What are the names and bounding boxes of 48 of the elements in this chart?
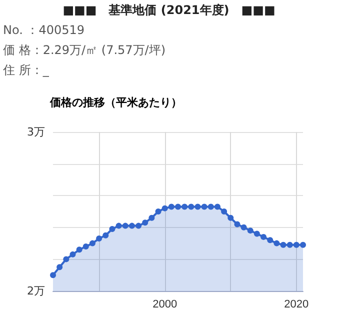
point bbox=[188, 204, 194, 210]
point bbox=[168, 204, 174, 210]
point bbox=[208, 204, 214, 210]
point bbox=[274, 240, 280, 246]
point bbox=[267, 237, 274, 244]
text: 住 所：_ bbox=[3, 62, 50, 79]
point bbox=[82, 243, 89, 250]
point bbox=[182, 204, 188, 210]
point bbox=[286, 242, 293, 248]
point bbox=[70, 251, 76, 258]
x-tick-label: 2020 bbox=[284, 298, 309, 310]
point bbox=[122, 222, 128, 229]
point bbox=[102, 232, 109, 238]
point bbox=[63, 256, 70, 262]
point bbox=[162, 205, 168, 212]
point bbox=[116, 222, 122, 229]
point bbox=[148, 214, 155, 221]
point bbox=[247, 228, 254, 234]
chart-subtitle: 価格の推移（平米あたり） bbox=[49, 96, 182, 109]
point bbox=[201, 204, 208, 210]
point bbox=[260, 234, 267, 240]
point bbox=[214, 204, 220, 210]
y-tick-label: 2万 bbox=[27, 284, 45, 298]
point bbox=[293, 242, 300, 248]
point bbox=[142, 220, 148, 226]
text: 価 格：2.29万/㎡ (7.57万/坪) bbox=[3, 42, 167, 59]
point bbox=[228, 214, 234, 221]
point bbox=[128, 222, 135, 229]
point bbox=[234, 221, 240, 228]
point bbox=[155, 208, 162, 214]
point bbox=[96, 236, 102, 242]
point bbox=[56, 264, 63, 270]
point bbox=[50, 272, 56, 278]
point bbox=[89, 240, 96, 246]
point bbox=[221, 208, 228, 214]
chart-title: ■■■ 基準地価 (2021年度) ■■■ bbox=[62, 2, 276, 19]
point bbox=[109, 226, 116, 232]
point bbox=[175, 204, 181, 210]
point bbox=[194, 204, 201, 210]
point bbox=[300, 242, 306, 248]
point bbox=[76, 246, 82, 253]
point bbox=[254, 230, 260, 237]
y-tick-label: 3万 bbox=[27, 126, 45, 138]
point bbox=[136, 222, 142, 229]
text: No. ：400519 bbox=[3, 22, 86, 39]
point bbox=[280, 242, 286, 248]
point bbox=[240, 224, 247, 230]
x-tick-label: 2000 bbox=[152, 298, 178, 310]
